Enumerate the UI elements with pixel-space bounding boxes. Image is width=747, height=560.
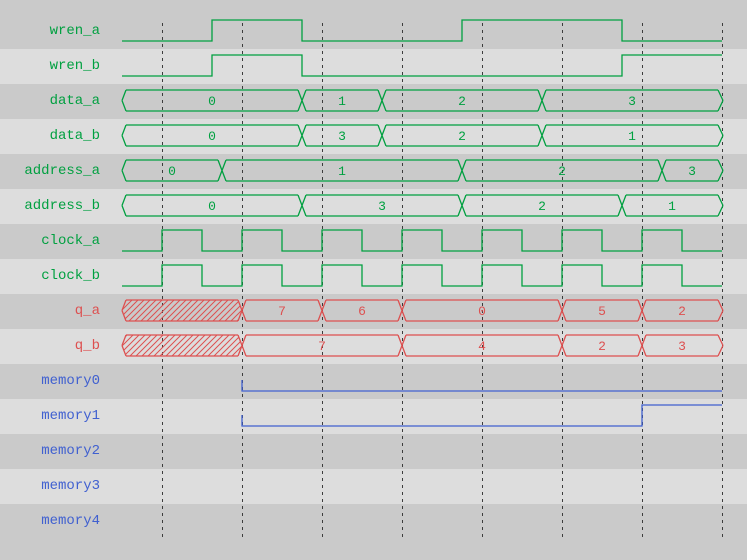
signal-row-memory4 [0, 504, 747, 539]
bus-value-data_b: 3 [338, 129, 346, 144]
trace-wren_a [122, 19, 722, 42]
trace-address_a: 0 1 2 3 [121, 159, 724, 182]
bus-value-address_b: 0 [208, 199, 216, 214]
signal-label-memory3[interactable]: memory3 [41, 478, 100, 494]
trace-clock_a [122, 229, 722, 252]
bus-value-data_a: 3 [628, 94, 636, 109]
bus-value-address_a: 2 [558, 164, 566, 179]
signal-label-clock_b[interactable]: clock_b [41, 268, 100, 284]
signal-label-address_a[interactable]: address_a [24, 163, 100, 179]
bus-value-q_a: 6 [358, 304, 366, 319]
bus-value-data_a: 1 [338, 94, 346, 109]
bus-value-address_b: 2 [538, 199, 546, 214]
signal-row-memory0 [0, 364, 747, 399]
bus-value-q_a: 5 [598, 304, 606, 319]
bus-value-q_b: 2 [598, 339, 606, 354]
signal-label-data_a[interactable]: data_a [49, 93, 100, 109]
signal-label-q_a[interactable]: q_a [74, 303, 100, 319]
signal-label-address_b[interactable]: address_b [24, 198, 100, 214]
bus-value-address_a: 3 [688, 164, 696, 179]
bus-value-q_a: 7 [278, 304, 286, 319]
signal-label-wren_b[interactable]: wren_b [49, 58, 100, 74]
bus-value-data_b: 0 [208, 129, 216, 144]
bus-value-q_b: 3 [678, 339, 686, 354]
trace-wren_b [122, 54, 722, 77]
trace-clock_b [122, 264, 722, 287]
signal-label-memory2[interactable]: memory2 [41, 443, 100, 459]
signal-row-clock_a [0, 224, 747, 259]
trace-q_b: 7 4 2 3 [121, 334, 724, 357]
signal-label-wren_a[interactable]: wren_a [49, 23, 100, 39]
signal-label-memory0[interactable]: memory0 [41, 373, 100, 389]
bus-value-q_b: 7 [318, 339, 326, 354]
bus-value-address_b: 3 [378, 199, 386, 214]
bus-value-data_a: 0 [208, 94, 216, 109]
bus-value-data_a: 2 [458, 94, 466, 109]
signal-label-memory1[interactable]: memory1 [41, 408, 100, 424]
bus-value-q_a: 0 [478, 304, 486, 319]
signal-label-q_b[interactable]: q_b [74, 338, 100, 354]
trace-memory1 [241, 404, 722, 427]
signal-row-memory2 [0, 434, 747, 469]
bus-value-address_a: 1 [338, 164, 346, 179]
bus-value-address_a: 0 [168, 164, 176, 179]
trace-q_a: 7 6 0 5 2 [121, 299, 724, 322]
trace-data_b: 0 3 2 1 [121, 124, 724, 147]
signal-label-memory4[interactable]: memory4 [41, 513, 100, 529]
bus-value-q_b: 4 [478, 339, 486, 354]
time-gridlines [162, 23, 723, 537]
bus-value-data_b: 2 [458, 129, 466, 144]
signal-row-memory3 [0, 469, 747, 504]
signal-label-data_b[interactable]: data_b [49, 128, 100, 144]
trace-memory0 [241, 380, 722, 392]
bus-value-address_b: 1 [668, 199, 676, 214]
bus-value-data_b: 1 [628, 129, 636, 144]
signal-row-memory1 [0, 399, 747, 434]
signal-row-clock_b [0, 259, 747, 294]
trace-data_a: 0 1 2 3 [121, 89, 724, 112]
signal-label-clock_a[interactable]: clock_a [41, 233, 100, 249]
trace-address_b: 0 3 2 1 [121, 194, 724, 217]
bus-value-q_a: 2 [678, 304, 686, 319]
